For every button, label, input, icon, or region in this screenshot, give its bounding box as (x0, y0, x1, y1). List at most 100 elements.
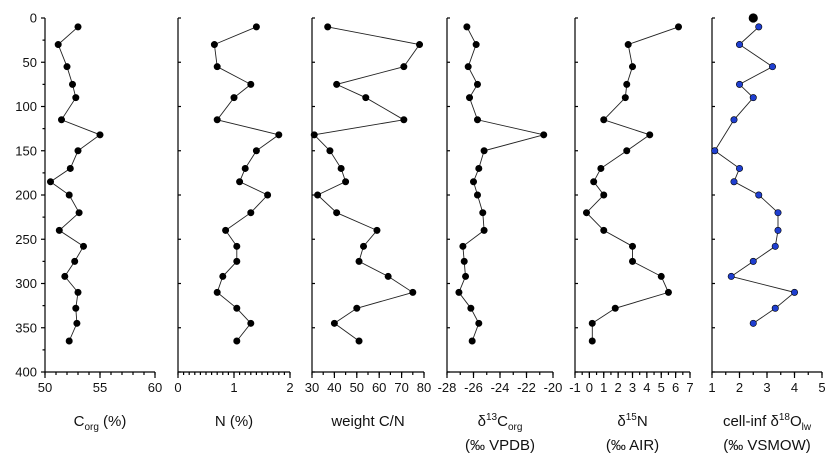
data-point (213, 288, 221, 296)
x-tick-label: 80 (417, 380, 431, 395)
x-tick-label: -28 (438, 380, 457, 395)
data-point (222, 226, 230, 234)
data-point (749, 319, 757, 327)
series-line (313, 26, 421, 342)
depth-tick-label: 50 (23, 55, 37, 70)
data-point (96, 131, 104, 139)
data-point (735, 41, 743, 49)
data-point (275, 131, 283, 139)
x-tick-label: 4 (791, 380, 798, 395)
data-point (628, 63, 636, 71)
data-point (355, 257, 363, 265)
data-point (468, 337, 476, 345)
data-point (600, 116, 608, 124)
data-point (475, 319, 483, 327)
x-axis-title: δ15N (617, 412, 647, 430)
data-point (460, 257, 468, 265)
data-point (624, 41, 632, 49)
data-point (66, 164, 74, 172)
data-point (455, 288, 463, 296)
data-point (628, 257, 636, 265)
x-tick-label: -26 (464, 380, 483, 395)
x-tick-label: -22 (517, 380, 536, 395)
x-axis-title: δ13Corg (478, 412, 523, 433)
x-tick-label: 2 (736, 380, 743, 395)
data-point (333, 80, 341, 88)
data-point (466, 94, 474, 102)
data-point (314, 191, 322, 199)
data-point (416, 41, 424, 49)
data-point (730, 178, 738, 186)
data-point (480, 147, 488, 155)
data-point (63, 63, 71, 71)
data-point (590, 178, 598, 186)
data-point (479, 209, 487, 217)
x-axis-title: Corg (%) (74, 413, 127, 433)
data-point (75, 209, 83, 217)
x-tick-label: 1 (708, 380, 715, 395)
data-point (362, 94, 370, 102)
data-point (54, 41, 62, 49)
x-tick-label: 0 (174, 380, 181, 395)
data-point (233, 257, 241, 265)
data-point (233, 242, 241, 250)
data-point (711, 147, 719, 155)
x-axis-title-units: (‰ AIR) (606, 437, 659, 454)
data-point (755, 191, 763, 199)
depth-tick-label: 300 (15, 276, 37, 291)
data-point (462, 272, 470, 280)
chart-panel-3: 30 40 50 60 70 80 weight C/N (305, 17, 431, 430)
data-point (774, 226, 782, 234)
data-point (400, 116, 408, 124)
chart-panel-6: 1 2 3 4 5 cell-inf δ18Olw (‰ VSMOW) (708, 13, 825, 454)
x-axis-title: N (%) (215, 413, 253, 430)
data-point (46, 178, 54, 186)
data-point (463, 23, 471, 31)
data-point (233, 337, 241, 345)
data-point (774, 209, 782, 217)
x-axis-title-units: (‰ VPDB) (465, 437, 535, 454)
data-point (621, 94, 629, 102)
data-point (646, 131, 654, 139)
x-tick-label: 50 (38, 380, 52, 395)
data-point (384, 272, 392, 280)
data-point (252, 147, 260, 155)
data-point (74, 23, 82, 31)
data-point (588, 319, 596, 327)
series-line (213, 26, 280, 342)
data-point (473, 116, 481, 124)
data-point (337, 164, 345, 172)
data-point (459, 242, 467, 250)
x-tick-label: 50 (350, 380, 364, 395)
x-tick-label: 3 (763, 380, 770, 395)
data-point (326, 147, 334, 155)
data-point (540, 131, 548, 139)
data-point (219, 272, 227, 280)
chart-panel-1: 50 55 60 Corg (%) (38, 23, 162, 433)
data-point (233, 304, 241, 312)
x-tick-label: -1 (569, 380, 581, 395)
x-tick-label: 30 (305, 380, 319, 395)
data-point (71, 257, 79, 265)
data-point (74, 288, 82, 296)
x-tick-label: 5 (818, 380, 825, 395)
chart-panel-5: -1 0 1 2 3 4 5 6 7 δ15N (‰ AIR) (569, 17, 694, 454)
data-point (330, 319, 338, 327)
x-tick-label: -20 (544, 380, 563, 395)
x-tick-label: 5 (658, 380, 665, 395)
series-line (585, 26, 679, 341)
data-point (72, 94, 80, 102)
data-point (353, 304, 361, 312)
data-point (360, 242, 368, 250)
data-point (409, 288, 417, 296)
data-point (469, 178, 477, 186)
data-point (61, 272, 69, 280)
data-point (210, 41, 218, 49)
data-point (600, 226, 608, 234)
data-point (475, 164, 483, 172)
x-axis-title-units: (‰ VSMOW) (723, 437, 811, 454)
data-point (768, 63, 776, 71)
data-point (247, 319, 255, 327)
